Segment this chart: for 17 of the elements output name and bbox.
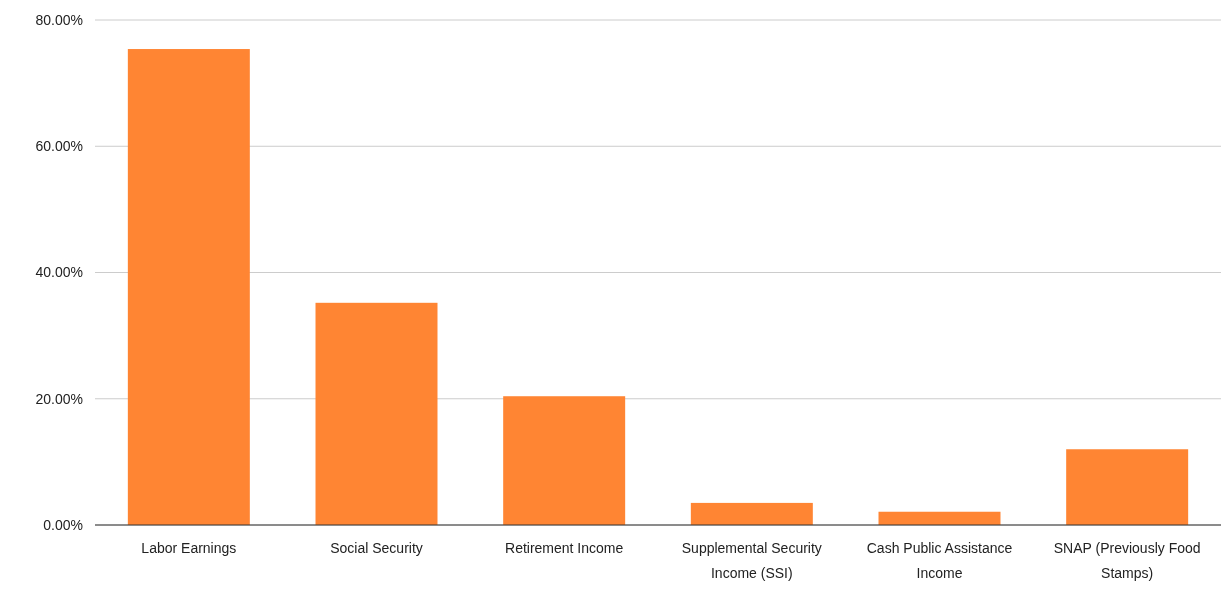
y-tick-label: 40.00% <box>35 264 83 281</box>
y-tick-label: 20.00% <box>35 390 83 407</box>
x-tick-label: SNAP (Previously Food Stamps) <box>1053 540 1201 581</box>
bar <box>1066 449 1189 525</box>
bar <box>503 396 626 525</box>
x-tick-label: Retirement Income <box>505 540 624 556</box>
x-tick-label: Supplemental Security Income (SSI) <box>681 540 822 581</box>
bar <box>690 502 813 525</box>
bar <box>127 49 250 525</box>
y-tick-label: 0.00% <box>43 516 83 533</box>
x-tick-label: Labor Earnings <box>141 540 237 556</box>
bar <box>315 302 438 525</box>
x-tick-label: Cash Public Assistance Income <box>866 540 1013 581</box>
y-tick-label: 80.00% <box>35 11 83 28</box>
x-tick-label: Social Security <box>330 540 423 556</box>
y-tick-label: 60.00% <box>35 138 83 155</box>
bar <box>878 511 1001 525</box>
